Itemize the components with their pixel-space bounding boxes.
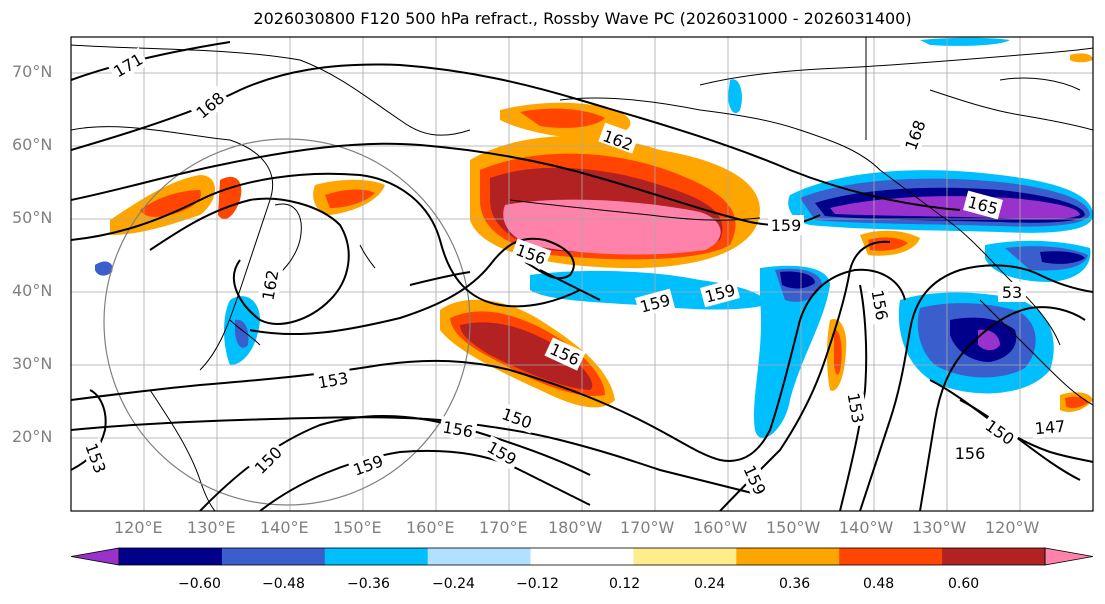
- colorbar: [70, 547, 1094, 566]
- colorbar-tick-label: −0.12: [516, 576, 559, 592]
- contour-label: 159: [771, 216, 802, 235]
- positive-anomaly-subtropical: [440, 299, 615, 408]
- longitude-label: 120°E: [114, 518, 163, 537]
- longitude-label: 150°E: [333, 518, 382, 537]
- positive-anomaly-north-pacific: [470, 136, 760, 269]
- colorbar-tick-label: 0.48: [863, 576, 895, 592]
- colorbar-tick-label: 0.36: [779, 576, 811, 592]
- height-contours: [71, 41, 1093, 511]
- colorbar-tick-label: −0.24: [432, 576, 475, 592]
- latitude-label: 30°N: [12, 354, 53, 373]
- colorbar-tick-label: 0.12: [609, 576, 641, 592]
- longitude-label: 150°W: [766, 518, 821, 537]
- latitude-label: 50°N: [12, 208, 53, 227]
- latitude-label: 40°N: [12, 281, 53, 300]
- colorbar-segment: [839, 548, 943, 565]
- colorbar-segment: [427, 548, 532, 565]
- longitude-label: 140°E: [260, 518, 309, 537]
- colorbar-tick-label: −0.48: [262, 576, 305, 592]
- colorbar-segment: [530, 548, 634, 565]
- longitude-label: 170°E: [479, 518, 528, 537]
- contour-label: 147: [1034, 417, 1066, 439]
- longitude-label: 140°W: [839, 518, 894, 537]
- longitude-label: 160°E: [406, 518, 455, 537]
- colorbar-segment: [633, 548, 737, 565]
- colorbar-segment: [221, 548, 326, 565]
- coastlines: [71, 37, 1093, 511]
- colorbar-extend-high: [1044, 547, 1094, 566]
- longitude-label: 180°W: [548, 518, 603, 537]
- longitude-label: 170°W: [620, 518, 675, 537]
- contour-label: 156: [955, 444, 986, 463]
- colorbar-extend-low: [70, 547, 120, 566]
- colorbar-segment: [119, 548, 223, 565]
- reference-circle: [103, 138, 471, 506]
- colorbar-segment: [324, 548, 429, 565]
- longitude-label: 120°W: [985, 518, 1040, 537]
- latitude-label: 70°N: [12, 62, 53, 81]
- colorbar-segment: [942, 548, 1046, 565]
- longitude-label: 130°E: [187, 518, 236, 537]
- latitude-label: 20°N: [12, 427, 53, 446]
- colorbar-frame: [118, 547, 1046, 566]
- longitude-label: 130°W: [912, 518, 967, 537]
- colorbar-tick-label: −0.60: [178, 576, 221, 592]
- map-title: 2026030800 F120 500 hPa refract., Rossby…: [253, 9, 912, 28]
- colorbar-tick-label: 0.24: [694, 576, 726, 592]
- map-frame: [70, 36, 1094, 512]
- colorbar-tick-label: −0.36: [347, 576, 390, 592]
- negative-anomaly-northeast-pacific: [788, 170, 1093, 233]
- colorbar-tick-label: 0.60: [948, 576, 980, 592]
- latitude-label: 60°N: [12, 135, 53, 154]
- longitude-label: 160°W: [693, 518, 748, 537]
- contour-label: 53: [1002, 283, 1022, 302]
- colorbar-segment: [736, 548, 840, 565]
